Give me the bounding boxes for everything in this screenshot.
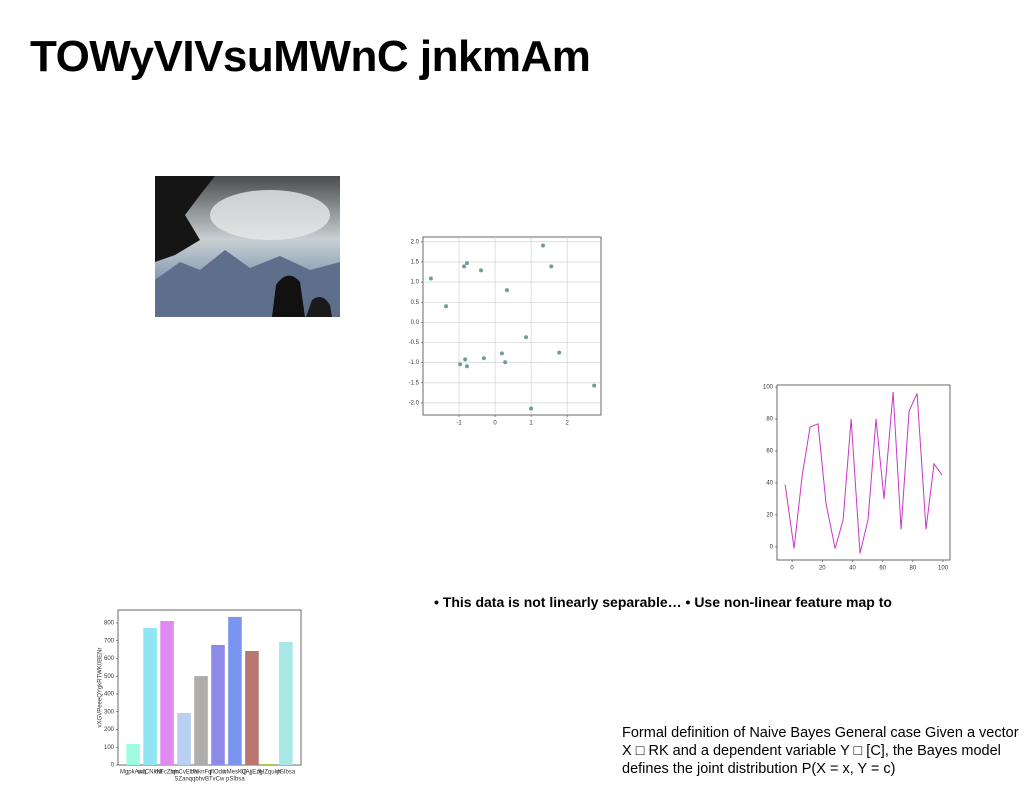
scatter-point [499,351,504,356]
scatter-point [557,350,562,355]
x-tick-label: jflOdw [209,770,227,776]
x-tick-label: 40 [849,566,856,572]
y-tick-label: 100 [763,385,774,391]
y-tick-label: 1.0 [411,280,420,286]
scatter-point [524,335,529,340]
bullet-text: • This data is not linearly separable… •… [434,594,892,610]
y-tick-label: 0.0 [411,320,420,326]
x-tick-label: hMesKQ [223,770,247,776]
y-tick-label: 700 [104,638,115,644]
y-tick-label: 400 [104,692,115,698]
bar [262,764,276,765]
bar [211,644,225,765]
x-tick-label: pSIbsa [277,770,296,776]
y-tick-label: 100 [104,745,115,751]
x-tick-label: bNknFq [191,770,212,776]
plot-frame [422,236,602,416]
bar [194,676,208,765]
x-axis-label: SZanqqbhvBTvCw pSIbsa [174,777,245,783]
x-tick-label: 80 [910,566,917,572]
y-tick-label: 2.0 [411,239,420,245]
y-tick-label: 1.5 [411,260,420,266]
bar [160,621,174,765]
note-text: Formal definition of Naive Bayes General… [622,725,1019,777]
x-tick-label: htFcZbm [155,770,179,776]
scatter-point [540,243,545,248]
slide-title: TOWyVIVsuMWnC jnkmAm [30,32,591,81]
x-tick-label: 1 [529,421,533,427]
scatter-point [529,406,534,411]
bar [279,641,293,765]
scatter-point [444,304,449,309]
bar [228,616,242,765]
x-tick-label: 2 [565,421,569,427]
y-tick-label: 80 [766,417,773,423]
y-tick-label: 20 [766,513,773,519]
x-tick-label: iqhCvEUa [171,770,199,776]
y-tick-label: 500 [104,674,115,680]
scatter-point [463,357,468,362]
scatter-point [503,360,508,365]
x-tick-label: -1 [456,421,462,427]
plot-frame [776,384,951,561]
line-series [784,391,943,554]
y-tick-label: -0.5 [409,340,420,346]
x-tick-label: MgpkAwq [120,770,146,776]
y-tick-label: 200 [104,727,115,733]
scatter-point [504,288,509,293]
y-tick-label: 0.5 [411,300,420,306]
bar [245,651,259,765]
scatter-point [464,261,469,266]
y-tick-label: 0 [770,544,774,550]
scatter-point [462,264,467,269]
y-axis-label: vXGVPeeeQYgkRTWK0BENr [98,648,104,728]
scatter-point [428,276,433,281]
y-tick-label: 800 [104,621,115,627]
x-tick-label: 60 [879,566,886,572]
photo [155,176,340,317]
y-tick-label: -2.0 [409,400,420,406]
y-tick-label: 300 [104,709,115,715]
bar [126,744,140,765]
x-tick-label: 100 [938,566,949,572]
y-tick-label: 60 [766,449,773,455]
x-tick-label: UAjjEzg [241,770,262,776]
y-tick-label: -1.0 [409,360,420,366]
x-tick-label: 20 [819,566,826,572]
bar [177,712,191,765]
x-tick-label: wJCNkNt [137,770,163,776]
x-tick-label: 0 [493,421,497,427]
plot-frame [117,609,302,766]
scatter-point [549,264,554,269]
bar [143,627,157,765]
x-tick-label: 0 [790,566,794,572]
x-tick-label: JHZqukh [257,770,281,776]
y-tick-label: 40 [766,481,773,487]
y-tick-label: 600 [104,656,115,662]
y-tick-label: 0 [111,763,115,769]
y-tick-label: -1.5 [409,380,420,386]
scatter-point [479,268,484,273]
scatter-point [481,356,486,361]
scatter-point [464,364,469,369]
scatter-point [592,383,597,388]
scatter-point [458,362,463,367]
